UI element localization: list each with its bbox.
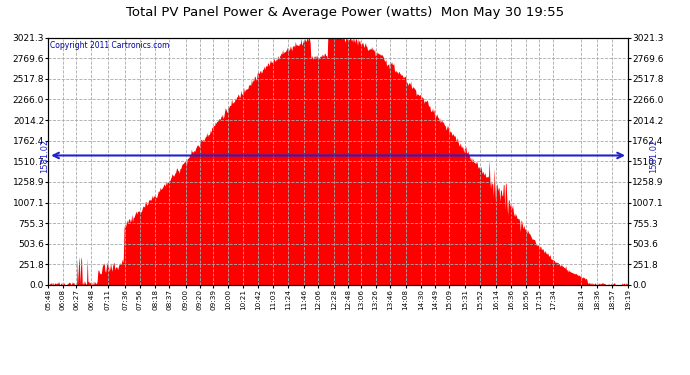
Text: 1581.02: 1581.02 xyxy=(41,138,50,172)
Text: Total PV Panel Power & Average Power (watts)  Mon May 30 19:55: Total PV Panel Power & Average Power (wa… xyxy=(126,6,564,19)
Text: Copyright 2011 Cartronics.com: Copyright 2011 Cartronics.com xyxy=(50,41,169,50)
Text: 1581.02: 1581.02 xyxy=(649,138,658,172)
